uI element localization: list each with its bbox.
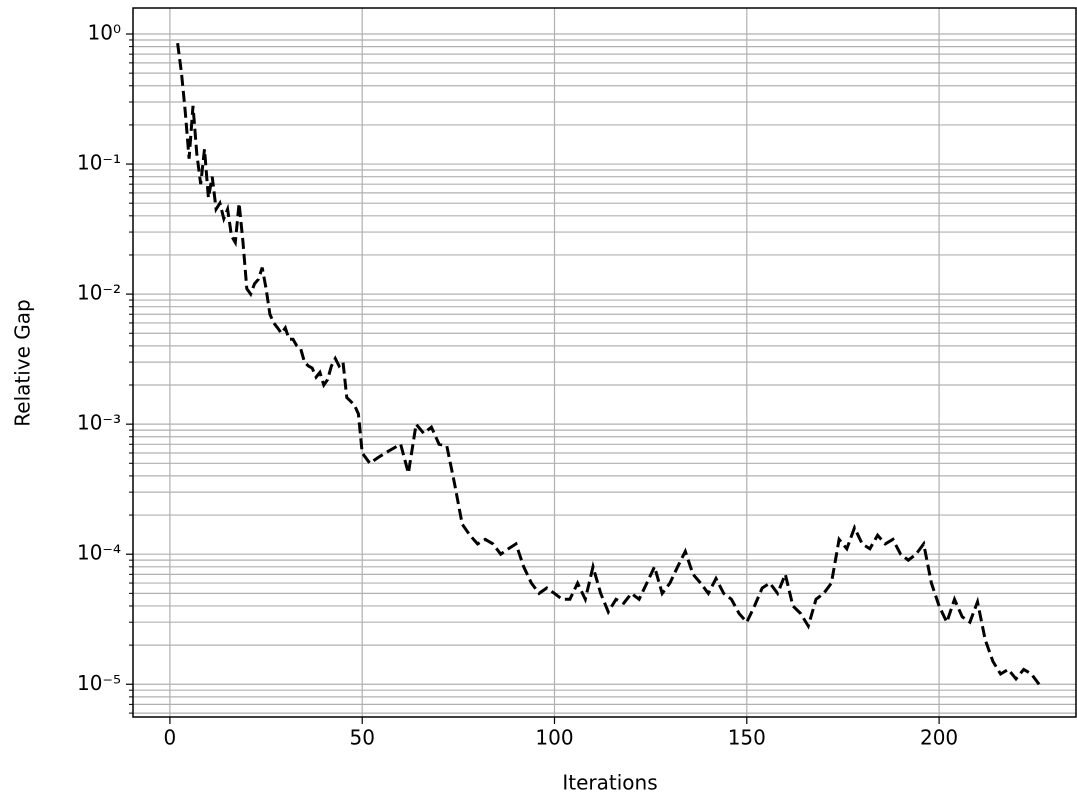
x-tick-label: 0 bbox=[164, 726, 177, 750]
x-axis-label: Iterations bbox=[562, 771, 657, 795]
x-tick-label: 200 bbox=[920, 726, 958, 750]
y-tick-label: 10⁻¹ bbox=[77, 151, 121, 175]
y-tick-label: 10⁻² bbox=[77, 281, 121, 305]
data-line bbox=[176, 43, 1041, 686]
y-tick-label: 10⁻⁴ bbox=[77, 541, 121, 565]
y-tick-label: 10⁻³ bbox=[77, 411, 121, 435]
y-axis-label: Relative Gap bbox=[11, 299, 35, 426]
x-tick-label: 100 bbox=[535, 726, 573, 750]
y-tick-label: 10⁻⁵ bbox=[77, 671, 121, 695]
y-tick-label: 10⁰ bbox=[88, 21, 121, 45]
x-tick-label: 150 bbox=[728, 726, 766, 750]
plot-frame bbox=[132, 7, 1077, 718]
x-tick-label: 50 bbox=[349, 726, 374, 750]
